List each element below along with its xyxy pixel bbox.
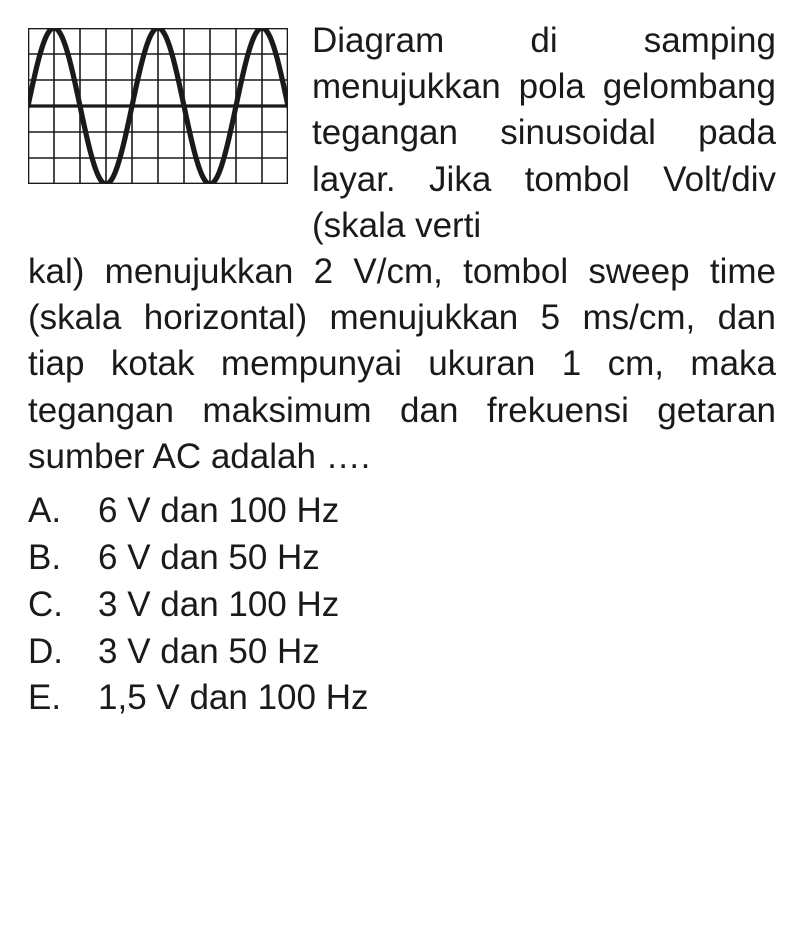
answer-options: A. 6 V dan 100 Hz B. 6 V dan 50 Hz C. 3 … (28, 488, 776, 722)
option-letter: D. (28, 629, 98, 676)
option-letter: B. (28, 535, 98, 582)
option-letter: E. (28, 675, 98, 722)
option-a: A. 6 V dan 100 Hz (28, 488, 776, 535)
option-text: 3 V dan 50 Hz (98, 629, 776, 676)
option-letter: C. (28, 582, 98, 629)
question-text-below: kal) menujukkan 2 V/cm, tombol sweep tim… (28, 249, 776, 480)
option-text: 3 V dan 100 Hz (98, 582, 776, 629)
option-letter: A. (28, 488, 98, 535)
question-top-section: Diagram di samping menujukkan pola gelom… (28, 18, 776, 249)
option-e: E. 1,5 V dan 100 Hz (28, 675, 776, 722)
option-c: C. 3 V dan 100 Hz (28, 582, 776, 629)
option-d: D. 3 V dan 50 Hz (28, 629, 776, 676)
question-container: Diagram di samping menujukkan pola gelom… (28, 18, 776, 722)
question-text-side: Diagram di samping menujukkan pola gelom… (312, 18, 776, 249)
option-text: 6 V dan 50 Hz (98, 535, 776, 582)
sine-wave-svg (28, 28, 288, 184)
option-b: B. 6 V dan 50 Hz (28, 535, 776, 582)
sine-wave-diagram (28, 28, 288, 210)
option-text: 1,5 V dan 100 Hz (98, 675, 776, 722)
option-text: 6 V dan 100 Hz (98, 488, 776, 535)
